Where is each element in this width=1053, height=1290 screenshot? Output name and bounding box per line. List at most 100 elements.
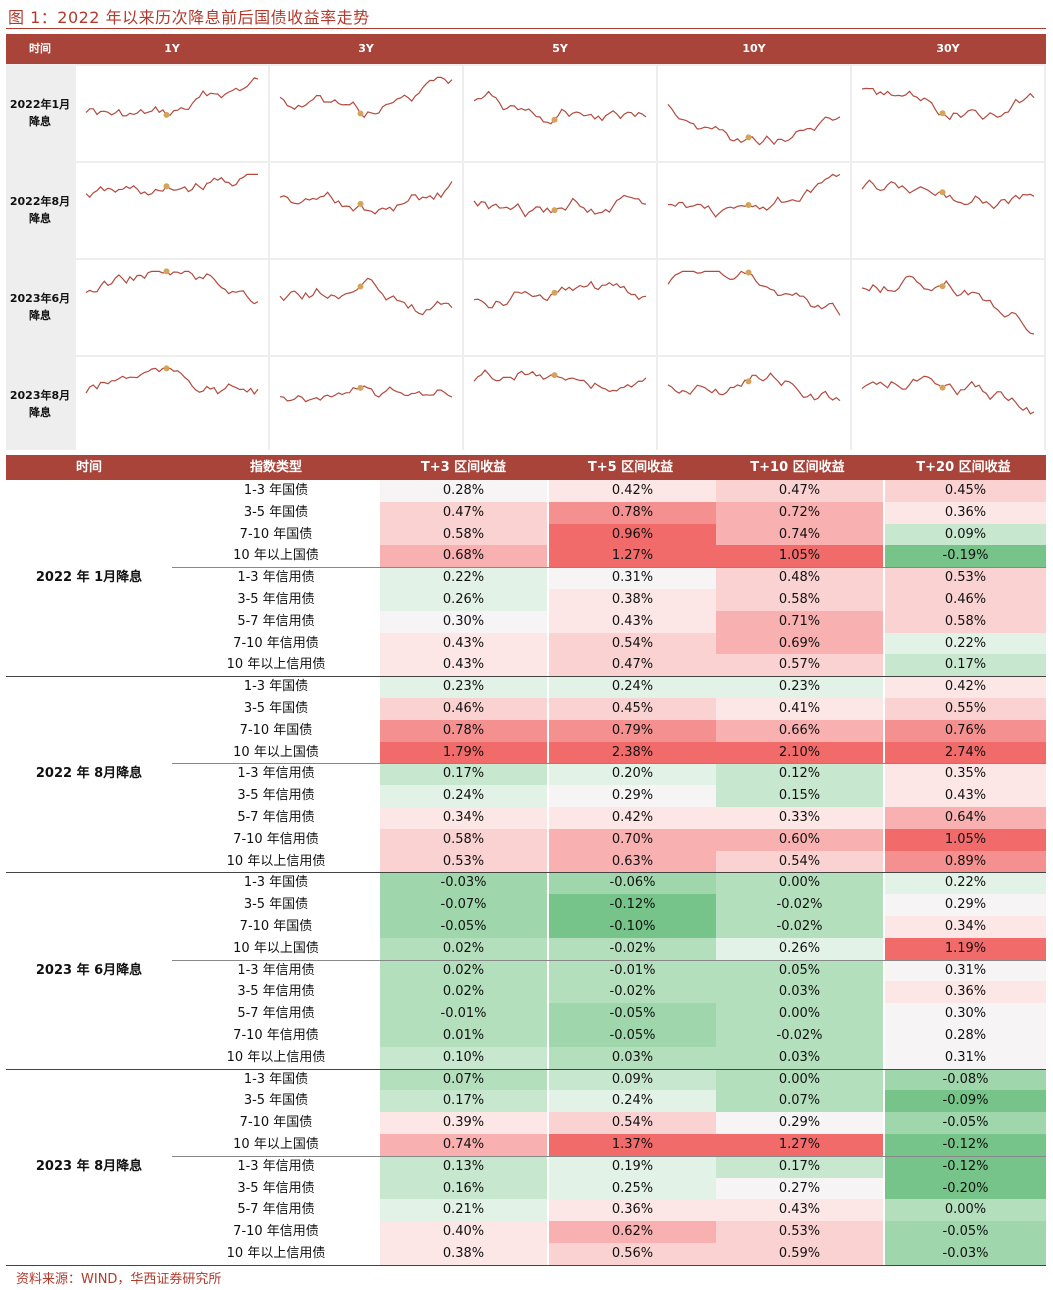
sparkline-cell	[852, 163, 1044, 258]
period-label: 2023 年 8月降息	[35, 1158, 143, 1174]
table-row: 1-3 年信用债 0.02% -0.01% 0.05% 0.31%	[0, 959, 1053, 982]
return-cell: 0.28%	[885, 1025, 1046, 1047]
return-cell: 0.09%	[885, 523, 1046, 546]
sparkline-path	[85, 77, 259, 117]
return-cell: 2.74%	[885, 741, 1046, 764]
return-cell: -0.05%	[885, 1221, 1046, 1243]
return-cell: 0.29%	[716, 1112, 883, 1134]
index-type-cell: 1-3 年国债	[243, 679, 309, 695]
sparkline-cell	[76, 66, 268, 161]
rate-cut-marker	[551, 207, 558, 214]
return-cell: 0.02%	[380, 959, 547, 982]
return-cell: 1.19%	[885, 937, 1046, 960]
return-cell: 0.03%	[716, 1046, 883, 1069]
return-cell: 0.62%	[549, 1221, 716, 1243]
index-type-cell: 5-7 年信用债	[237, 613, 315, 629]
section-divider	[172, 567, 1046, 569]
table-row: 5-7 年信用债 0.21% 0.36% 0.43% 0.00%	[0, 1199, 1053, 1222]
table-row: 3-5 年信用债 0.02% -0.02% 0.03% 0.36%	[0, 981, 1053, 1004]
sparkline-path	[667, 372, 841, 402]
return-cell: 0.63%	[549, 850, 716, 873]
return-cell: 0.68%	[380, 545, 547, 568]
return-cell: 0.00%	[885, 1199, 1046, 1222]
sparkline-path	[85, 173, 258, 198]
return-cell: -0.12%	[549, 894, 716, 916]
table-header-t5: T+5 区间收益	[587, 460, 674, 475]
return-cell: -0.12%	[885, 1134, 1046, 1156]
return-cell: 0.66%	[716, 719, 883, 742]
index-type-cell: 3-5 年国债	[243, 1093, 309, 1109]
section-divider	[172, 763, 1046, 765]
index-type-cell: 10 年以上国债	[233, 744, 319, 760]
rate-cut-marker	[357, 110, 364, 117]
return-cell: 0.43%	[549, 610, 716, 633]
return-cell: 0.45%	[549, 698, 716, 720]
return-cell: 0.05%	[716, 959, 883, 982]
sparkline-path	[473, 194, 647, 218]
return-cell: 0.31%	[885, 959, 1046, 982]
return-cell: -0.10%	[549, 916, 716, 938]
index-type-cell: 3-5 年国债	[243, 504, 309, 520]
return-cell: 0.74%	[716, 523, 883, 546]
index-type-cell: 7-10 年信用债	[233, 1224, 319, 1240]
return-cell: -0.03%	[380, 872, 547, 895]
return-cell: 0.17%	[716, 1155, 883, 1178]
sparkline-cell	[76, 357, 268, 452]
sparkline	[85, 365, 259, 396]
sparkline-path	[279, 181, 453, 215]
grid-row-label: 2022年1月降息	[9, 98, 71, 128]
return-cell: 0.34%	[885, 916, 1046, 938]
sparkline-path	[861, 179, 1035, 210]
return-cell: 0.53%	[716, 1221, 883, 1243]
table-row: 10 年以上信用债 0.10% 0.03% 0.03% 0.31%	[0, 1046, 1053, 1069]
return-cell: 0.28%	[380, 480, 547, 502]
sparkline-cell	[464, 66, 656, 161]
index-type-cell: 10 年以上国债	[233, 1137, 319, 1152]
return-cell: 1.05%	[885, 828, 1046, 851]
return-cell: 0.39%	[380, 1112, 547, 1134]
return-cell: 2.10%	[716, 741, 883, 764]
index-type-cell: 5-7 年信用债	[237, 1006, 315, 1022]
period-divider	[6, 872, 1046, 874]
return-cell: 0.00%	[716, 1068, 883, 1091]
return-cell: 1.05%	[716, 545, 883, 568]
return-cell: 0.56%	[549, 1243, 716, 1265]
return-cell: -0.05%	[885, 1112, 1046, 1134]
return-cell: 0.07%	[380, 1068, 547, 1091]
grid-header-1y: 1Y	[164, 42, 180, 55]
sparkline-path	[861, 275, 1035, 335]
grid-header-10y: 10Y	[742, 42, 766, 55]
grid-row-label: 2022年8月降息	[9, 195, 71, 225]
grid-header-30y: 30Y	[936, 42, 960, 55]
table-row: 10 年以上国债 0.02% -0.02% 0.26% 1.19%	[0, 937, 1053, 960]
rate-cut-marker	[357, 200, 364, 207]
index-type-cell: 10 年以上国债	[233, 940, 319, 956]
return-cell: 0.64%	[885, 807, 1046, 829]
return-cell: 0.31%	[885, 1046, 1046, 1069]
return-cell: -0.02%	[716, 894, 883, 916]
return-cell: -0.09%	[885, 1090, 1046, 1113]
return-cell: 0.38%	[380, 1243, 547, 1265]
return-cell: 0.47%	[549, 654, 716, 677]
return-cell: 0.26%	[380, 589, 547, 611]
return-cell: -0.05%	[380, 916, 547, 938]
grid-header-time: 时间	[29, 42, 51, 55]
sparkline	[473, 280, 647, 309]
table-row: 10 年以上国债 0.68% 1.27% 1.05% -0.19%	[0, 545, 1053, 568]
return-cell: 0.58%	[380, 828, 547, 851]
return-cell: 0.42%	[549, 807, 716, 829]
return-cell: 0.58%	[716, 589, 883, 611]
rate-cut-marker	[163, 268, 170, 275]
sparkline	[279, 384, 453, 403]
sparkline-cell	[658, 357, 850, 452]
return-cell: 0.02%	[380, 937, 547, 960]
return-cell: 0.47%	[716, 480, 883, 502]
table-row: 3-5 年信用债 0.16% 0.25% 0.27% -0.20%	[0, 1177, 1053, 1200]
return-cell: 0.24%	[549, 676, 716, 698]
sparkline-cell	[852, 66, 1044, 161]
sparkline-cell	[464, 163, 656, 258]
period-label: 2022 年 8月降息	[35, 766, 143, 782]
return-cell: 0.58%	[885, 610, 1046, 633]
table-header-t20: T+20 区间收益	[916, 460, 1011, 475]
return-cell: -0.02%	[549, 937, 716, 960]
